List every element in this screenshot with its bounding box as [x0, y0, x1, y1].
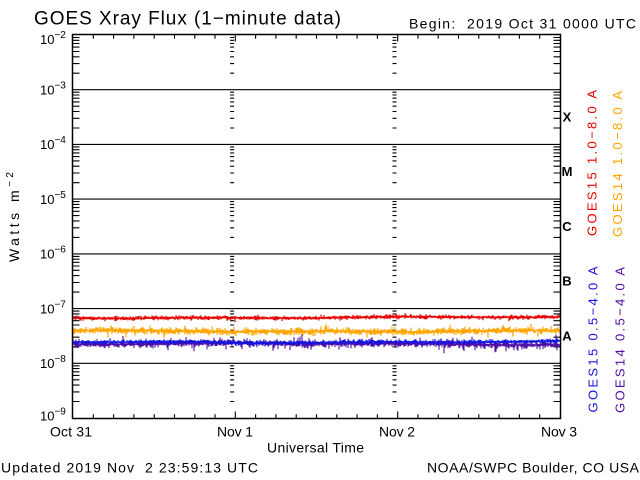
svg-text:Updated 2019 Nov 2 23:59:13 U: Updated 2019 Nov 2 23:59:13 UTC [1, 460, 258, 476]
svg-text:Begin: 2019 Oct 31 0000 UTC: Begin: 2019 Oct 31 0000 UTC [409, 16, 636, 32]
svg-text:B: B [562, 274, 571, 289]
svg-text:GOES14 1.0−8.0 A: GOES14 1.0−8.0 A [610, 91, 625, 237]
svg-text:GOES14 0.5−4.0 A: GOES14 0.5−4.0 A [613, 267, 628, 413]
svg-text:Universal Time: Universal Time [267, 440, 364, 456]
svg-text:M: M [562, 164, 573, 179]
svg-text:X: X [563, 110, 572, 125]
svg-text:GOES Xray Flux (1−minute data): GOES Xray Flux (1−minute data) [34, 9, 341, 30]
svg-text:A: A [562, 328, 572, 343]
svg-text:Nov 1: Nov 1 [217, 424, 253, 440]
svg-text:Nov 3: Nov 3 [541, 424, 577, 440]
svg-text:Oct 31: Oct 31 [50, 424, 92, 440]
svg-text:Nov 2: Nov 2 [379, 424, 415, 440]
svg-text:GOES15 0.5−4.0 A: GOES15 0.5−4.0 A [586, 266, 601, 412]
svg-text:GOES15 1.0−8.0 A: GOES15 1.0−8.0 A [585, 90, 600, 236]
svg-text:NOAA/SWPC Boulder, CO USA: NOAA/SWPC Boulder, CO USA [427, 460, 640, 476]
svg-text:C: C [562, 219, 572, 234]
